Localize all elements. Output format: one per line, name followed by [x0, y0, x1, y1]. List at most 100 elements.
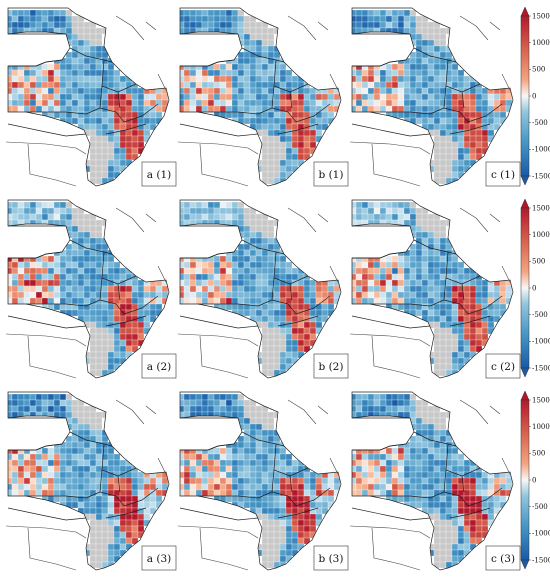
- county-cell: [231, 465, 239, 473]
- county-cell: [279, 459, 287, 467]
- county-cell: [23, 477, 31, 485]
- county-cell: [47, 201, 55, 209]
- county-cell: [180, 219, 185, 227]
- county-cell: [107, 291, 115, 299]
- county-cell: [451, 291, 459, 299]
- county-cell: [255, 309, 263, 317]
- county-cell: [89, 159, 97, 167]
- state-boundary: [277, 507, 319, 519]
- county-cell: [433, 537, 441, 545]
- county-cell: [89, 141, 97, 149]
- county-cell: [297, 483, 305, 491]
- county-cell: [189, 81, 197, 89]
- county-cell: [267, 39, 275, 47]
- county-cell: [107, 285, 115, 293]
- county-cell: [237, 255, 245, 263]
- county-cell: [481, 333, 489, 341]
- county-cell: [195, 447, 203, 455]
- county-cell: [95, 543, 103, 551]
- county-cell: [249, 99, 257, 107]
- county-cell: [463, 123, 471, 131]
- county-cell: [493, 123, 501, 131]
- county-cell: [249, 45, 257, 53]
- county-cell: [53, 261, 61, 269]
- county-cell: [409, 447, 417, 455]
- county-cell: [439, 39, 447, 47]
- county-cell: [499, 303, 507, 311]
- county-cell: [249, 459, 257, 467]
- county-cell: [180, 9, 185, 17]
- county-cell: [195, 465, 203, 473]
- county-cell: [113, 543, 121, 551]
- county-cell: [361, 483, 369, 491]
- county-cell: [249, 417, 257, 425]
- county-cell: [409, 411, 417, 419]
- county-cell: [11, 297, 19, 305]
- county-cell: [279, 291, 287, 299]
- county-cell: [8, 9, 13, 17]
- county-cell: [457, 123, 465, 131]
- county-cell: [29, 75, 37, 83]
- county-cell: [427, 213, 435, 221]
- county-cell: [267, 345, 275, 353]
- county-cell: [195, 75, 203, 83]
- colorbar-tick-label: 0: [532, 476, 536, 484]
- county-cell: [83, 231, 91, 239]
- county-cell: [303, 327, 311, 335]
- county-cell: [421, 303, 429, 311]
- colorbar-tick-label: -1500: [532, 172, 550, 180]
- county-cell: [267, 549, 275, 557]
- county-cell: [113, 507, 121, 515]
- county-cell: [427, 429, 435, 437]
- county-cell: [433, 111, 441, 119]
- county-cell: [327, 297, 335, 305]
- county-cell: [225, 459, 233, 467]
- county-cell: [83, 219, 91, 227]
- county-cell: [303, 111, 311, 119]
- county-cell: [385, 219, 393, 227]
- county-cell: [71, 63, 79, 71]
- county-cell: [29, 267, 37, 275]
- county-cell: [95, 177, 103, 185]
- county-cell: [279, 123, 287, 131]
- county-cell: [255, 57, 263, 65]
- county-cell: [131, 297, 139, 305]
- county-cell: [457, 531, 465, 539]
- county-cell: [59, 105, 67, 113]
- county-cell: [95, 321, 103, 329]
- county-cell: [267, 81, 275, 89]
- county-cell: [183, 81, 191, 89]
- county-cell: [89, 447, 97, 455]
- county-cell: [421, 123, 429, 131]
- county-cell: [463, 345, 471, 353]
- county-cell: [352, 399, 357, 407]
- county-cell: [8, 267, 13, 275]
- county-cell: [385, 111, 393, 119]
- county-cell: [279, 525, 287, 533]
- county-cell: [213, 303, 221, 311]
- county-cell: [279, 501, 287, 509]
- county-cell: [119, 93, 127, 101]
- county-cell: [355, 99, 363, 107]
- county-cell: [373, 489, 381, 497]
- county-cell: [433, 429, 441, 437]
- county-cell: [451, 63, 459, 71]
- county-cell: [71, 291, 79, 299]
- county-cell: [119, 273, 127, 281]
- county-cell: [367, 477, 375, 485]
- county-cell: [107, 519, 115, 527]
- county-cell: [285, 489, 293, 497]
- county-cell: [23, 63, 31, 71]
- county-cell: [409, 105, 417, 113]
- county-cell: [149, 93, 157, 101]
- county-cell: [219, 201, 227, 209]
- outer-boundary: [371, 335, 421, 379]
- county-cell: [355, 399, 363, 407]
- outer-boundary: [115, 207, 145, 233]
- state-boundary: [445, 443, 481, 477]
- county-cell: [249, 483, 257, 491]
- county-cell: [195, 405, 203, 413]
- county-cell: [421, 51, 429, 59]
- county-cell: [415, 435, 423, 443]
- county-cell: [439, 309, 447, 317]
